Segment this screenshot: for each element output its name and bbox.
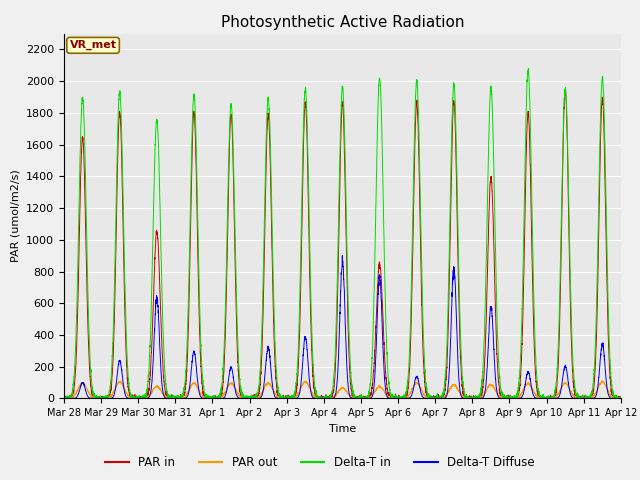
PAR in [616,396,624,401]
Delta-T in [499,393,507,399]
PAR out [322,396,330,401]
Delta-T Diffuse [436,396,444,401]
Delta-T in [436,396,444,401]
PAR in [499,395,506,401]
PAR out [499,395,507,401]
PAR in [561,86,569,92]
Delta-T in [60,395,68,401]
Delta-T in [60,396,68,401]
Delta-T Diffuse [616,396,624,401]
Delta-T Diffuse [160,394,168,399]
Legend: PAR in, PAR out, Delta-T in, Delta-T Diffuse: PAR in, PAR out, Delta-T in, Delta-T Dif… [100,452,540,474]
Delta-T Diffuse [322,396,330,401]
PAR out [436,396,444,401]
Delta-T in [616,394,624,400]
PAR in [60,396,68,401]
Delta-T Diffuse [339,253,346,259]
PAR out [60,395,68,400]
Delta-T Diffuse [467,396,475,401]
Line: Delta-T in: Delta-T in [64,69,621,398]
Delta-T Diffuse [60,396,68,401]
PAR out [617,396,625,401]
Delta-T in [617,396,625,401]
PAR out [161,393,168,398]
Delta-T in [322,395,330,400]
Text: VR_met: VR_met [70,40,116,50]
PAR in [617,396,625,401]
PAR in [160,378,168,384]
PAR out [116,378,124,384]
PAR out [60,396,68,401]
PAR in [467,393,475,399]
Line: Delta-T Diffuse: Delta-T Diffuse [64,256,621,398]
Delta-T Diffuse [499,396,507,401]
Delta-T in [161,357,168,362]
PAR out [616,396,624,401]
Y-axis label: PAR (umol/m2/s): PAR (umol/m2/s) [10,169,20,263]
Line: PAR out: PAR out [64,381,621,398]
PAR in [436,396,444,401]
Delta-T in [467,395,475,401]
Line: PAR in: PAR in [64,89,621,398]
Delta-T Diffuse [617,396,625,401]
Delta-T in [525,66,532,72]
PAR in [322,396,330,401]
Title: Photosynthetic Active Radiation: Photosynthetic Active Radiation [221,15,464,30]
X-axis label: Time: Time [329,424,356,433]
PAR out [468,396,476,401]
